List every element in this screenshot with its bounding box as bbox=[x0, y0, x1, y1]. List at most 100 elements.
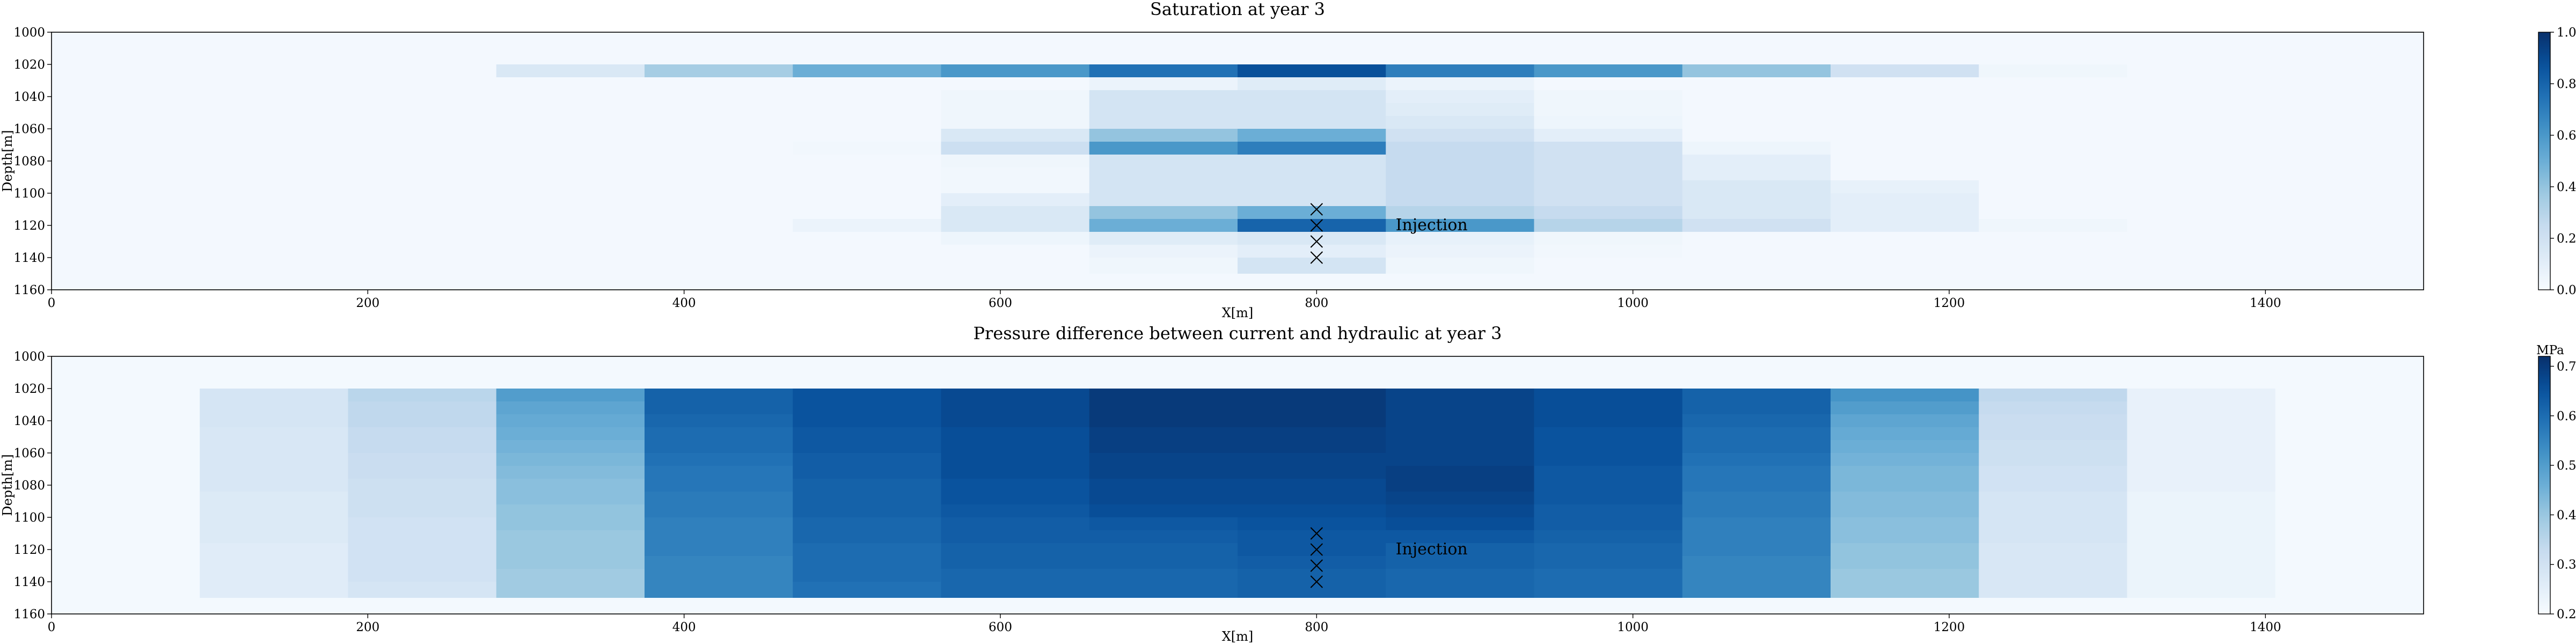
heatmap-cell bbox=[1682, 274, 1831, 290]
heatmap-cell bbox=[645, 401, 793, 415]
heatmap-cell bbox=[2127, 258, 2276, 274]
heatmap-cell bbox=[2275, 90, 2424, 104]
heatmap-cell bbox=[645, 466, 793, 479]
y-tick-label: 1020 bbox=[13, 58, 45, 72]
heatmap-cell bbox=[1089, 193, 1238, 207]
colorbar-gradient bbox=[2538, 356, 2550, 614]
heatmap-cell bbox=[200, 274, 349, 290]
heatmap-cell bbox=[1089, 232, 1238, 245]
heatmap-cell bbox=[1089, 492, 1238, 505]
heatmap-cell bbox=[793, 167, 942, 181]
heatmap-cell bbox=[1682, 479, 1831, 492]
heatmap-cell bbox=[1979, 206, 2128, 219]
heatmap-cell bbox=[348, 427, 497, 441]
x-axis-label: X[m] bbox=[1222, 305, 1254, 320]
heatmap-cell bbox=[200, 517, 349, 531]
injection-markers bbox=[1310, 527, 1323, 588]
heatmap-cell bbox=[1979, 193, 2128, 207]
injection-markers bbox=[1310, 203, 1323, 264]
heatmap-cell bbox=[1386, 90, 1535, 104]
heatmap-cell bbox=[1831, 232, 1979, 245]
heatmap-cell bbox=[200, 414, 349, 428]
heatmap-cell bbox=[1386, 582, 1535, 598]
x-axis-label: X[m] bbox=[1222, 629, 1254, 644]
heatmap-cell bbox=[348, 582, 497, 598]
heatmap-cell bbox=[941, 530, 1090, 544]
heatmap-cell bbox=[1979, 32, 2128, 65]
heatmap-cell bbox=[52, 556, 200, 569]
injection-marker bbox=[1310, 219, 1323, 232]
heatmap-cell bbox=[1386, 598, 1535, 614]
heatmap-cell bbox=[52, 64, 200, 78]
heatmap-cell bbox=[348, 274, 497, 290]
heatmap-cell bbox=[348, 414, 497, 428]
y-tick-label: 1160 bbox=[13, 283, 45, 297]
heatmap-cell bbox=[1386, 245, 1535, 258]
heatmap-cell bbox=[645, 103, 793, 116]
heatmap-cell bbox=[1979, 142, 2128, 155]
heatmap-cell bbox=[1534, 193, 1683, 207]
heatmap-cell bbox=[1682, 180, 1831, 194]
heatmap-cell bbox=[2275, 232, 2424, 245]
heatmap-cell bbox=[2275, 77, 2424, 91]
heatmap-cell bbox=[1979, 440, 2128, 453]
heatmap-cell bbox=[52, 219, 200, 232]
heatmap-cell bbox=[496, 543, 645, 557]
heatmap-cell bbox=[200, 116, 349, 129]
heatmap-cell bbox=[200, 180, 349, 194]
heatmap-cell bbox=[2127, 103, 2276, 116]
heatmap-cell bbox=[2275, 103, 2424, 116]
heatmap-cell bbox=[1386, 103, 1535, 116]
heatmap-cell bbox=[200, 103, 349, 116]
heatmap-cell bbox=[645, 517, 793, 531]
heatmap-cell bbox=[52, 206, 200, 219]
heatmap-cell bbox=[2275, 180, 2424, 194]
heatmap-cell bbox=[645, 245, 793, 258]
heatmap-cell bbox=[1089, 180, 1238, 194]
heatmap-cell bbox=[1534, 427, 1683, 441]
heatmap-cell bbox=[1089, 116, 1238, 129]
heatmap-cell bbox=[52, 414, 200, 428]
heatmap-cell bbox=[52, 129, 200, 142]
heatmap-cell bbox=[1534, 116, 1683, 129]
heatmap-cell bbox=[1831, 193, 1979, 207]
heatmap-cell bbox=[941, 232, 1090, 245]
x-tick-label: 1400 bbox=[2250, 296, 2281, 310]
heatmap-cell bbox=[1979, 103, 2128, 116]
heatmap-cell bbox=[793, 232, 942, 245]
heatmap-cell bbox=[2275, 389, 2424, 402]
heatmap-cell bbox=[2275, 193, 2424, 207]
heatmap-cell bbox=[1089, 389, 1238, 402]
heatmap-cell bbox=[941, 543, 1090, 557]
heatmap-cell bbox=[1682, 492, 1831, 505]
heatmap-cell bbox=[2127, 466, 2276, 479]
heatmap-cell bbox=[645, 582, 793, 598]
colorbar-tick-label: 0.8 bbox=[2557, 77, 2576, 91]
heatmap-cell bbox=[2275, 167, 2424, 181]
heatmap-cell bbox=[200, 232, 349, 245]
x-tick-label: 1000 bbox=[1617, 296, 1649, 310]
colorbar-frame bbox=[2538, 356, 2551, 614]
heatmap-cell bbox=[2127, 116, 2276, 129]
heatmap-cell bbox=[1386, 193, 1535, 207]
heatmap-cell bbox=[1386, 389, 1535, 402]
heatmap-cell bbox=[1386, 155, 1535, 168]
heatmap-cell bbox=[645, 90, 793, 104]
heatmap-cell bbox=[1386, 219, 1535, 232]
heatmap-cell bbox=[1682, 440, 1831, 453]
heatmap-cell bbox=[1089, 479, 1238, 492]
heatmap-cell bbox=[348, 598, 497, 614]
heatmap-cell bbox=[645, 193, 793, 207]
heatmap-cell bbox=[2275, 219, 2424, 232]
heatmap-cell bbox=[1386, 492, 1535, 505]
heatmap-cell bbox=[1682, 245, 1831, 258]
heatmap-cell bbox=[941, 90, 1090, 104]
colorbar-tick-label: 0.5 bbox=[2557, 459, 2576, 473]
heatmap-cell bbox=[645, 440, 793, 453]
heatmap-cell bbox=[1831, 479, 1979, 492]
heatmap-cell bbox=[496, 517, 645, 531]
heatmap-cell bbox=[645, 389, 793, 402]
heatmap-cell bbox=[2275, 569, 2424, 582]
heatmap-cell bbox=[52, 180, 200, 194]
heatmap-cell bbox=[1089, 129, 1238, 142]
